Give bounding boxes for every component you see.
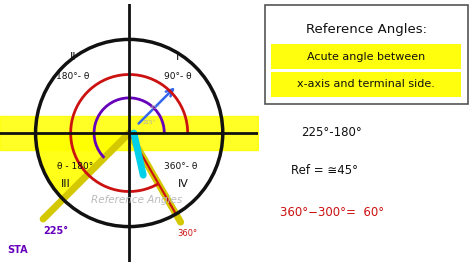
Text: 360°−300°=  60°: 360°−300°= 60° [280, 206, 384, 219]
Text: 225°: 225° [143, 120, 156, 125]
Text: 180°- θ: 180°- θ [56, 72, 90, 81]
Text: 225°: 225° [44, 226, 69, 236]
Text: II: II [70, 52, 76, 62]
Text: 225°-180°: 225°-180° [301, 127, 362, 139]
Text: 90°- θ: 90°- θ [164, 72, 191, 81]
Text: III: III [61, 179, 71, 189]
Text: 360°- θ: 360°- θ [164, 161, 197, 171]
Text: x-axis and terminal side.: x-axis and terminal side. [297, 79, 435, 89]
Text: Reference Angles:: Reference Angles: [306, 23, 427, 36]
Text: 360°: 360° [177, 229, 197, 238]
FancyBboxPatch shape [265, 5, 467, 104]
Text: 45°: 45° [150, 105, 161, 110]
Bar [271, 72, 461, 97]
Text: Acute angle between: Acute angle between [307, 52, 425, 62]
Bar [271, 44, 461, 69]
Text: IV: IV [178, 179, 189, 189]
Text: Reference Angles: Reference Angles [91, 195, 182, 205]
Wedge shape [36, 133, 129, 199]
Text: STA: STA [8, 245, 28, 255]
Text: θ - 180°: θ - 180° [57, 161, 93, 171]
Text: Ref = ≅45°: Ref = ≅45° [291, 164, 358, 177]
Text: I: I [176, 52, 180, 62]
